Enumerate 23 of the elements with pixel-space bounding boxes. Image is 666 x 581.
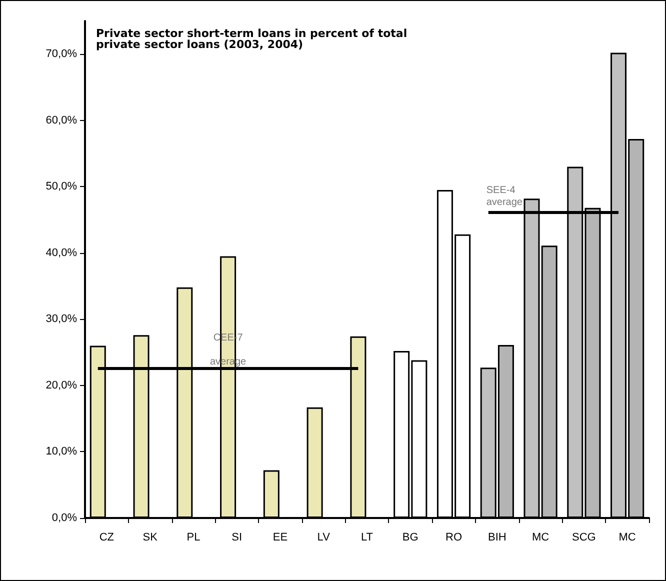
y-tick-label: 50,0% (46, 180, 78, 193)
x-tick-label: SK (142, 532, 158, 544)
x-tick-label: SI (232, 532, 242, 544)
x-tick-label: BG (402, 532, 418, 544)
x-tick-label: LT (360, 532, 374, 544)
x-tick-label: LV (317, 532, 331, 544)
text: Private sector short-term loans in percent of total private sector loans (2003, 2004) (96, 27, 411, 51)
x-tick-label: MC (618, 532, 636, 544)
x-tick-label: BIH (488, 532, 506, 544)
x-tick-label: RO (446, 532, 462, 544)
x-tick-label: EE (272, 532, 288, 544)
y-tick-label: 30,0% (46, 313, 78, 326)
y-tick-label: 40,0% (46, 246, 78, 259)
x-tick-label: MC (532, 532, 550, 544)
y-tick-label: 60,0% (46, 114, 78, 126)
y-tick-label: 70,0% (46, 48, 78, 60)
x-tick-label: PL (186, 532, 200, 544)
ref-line-label: SEE-4 average (486, 185, 523, 208)
x-tick-label: SCG (572, 532, 596, 544)
y-tick-label: 10,0% (46, 446, 78, 458)
y-tick-label: 20,0% (46, 379, 78, 392)
y-tick-label: 0,0% (52, 512, 78, 524)
x-tick-label: CZ (99, 532, 114, 544)
